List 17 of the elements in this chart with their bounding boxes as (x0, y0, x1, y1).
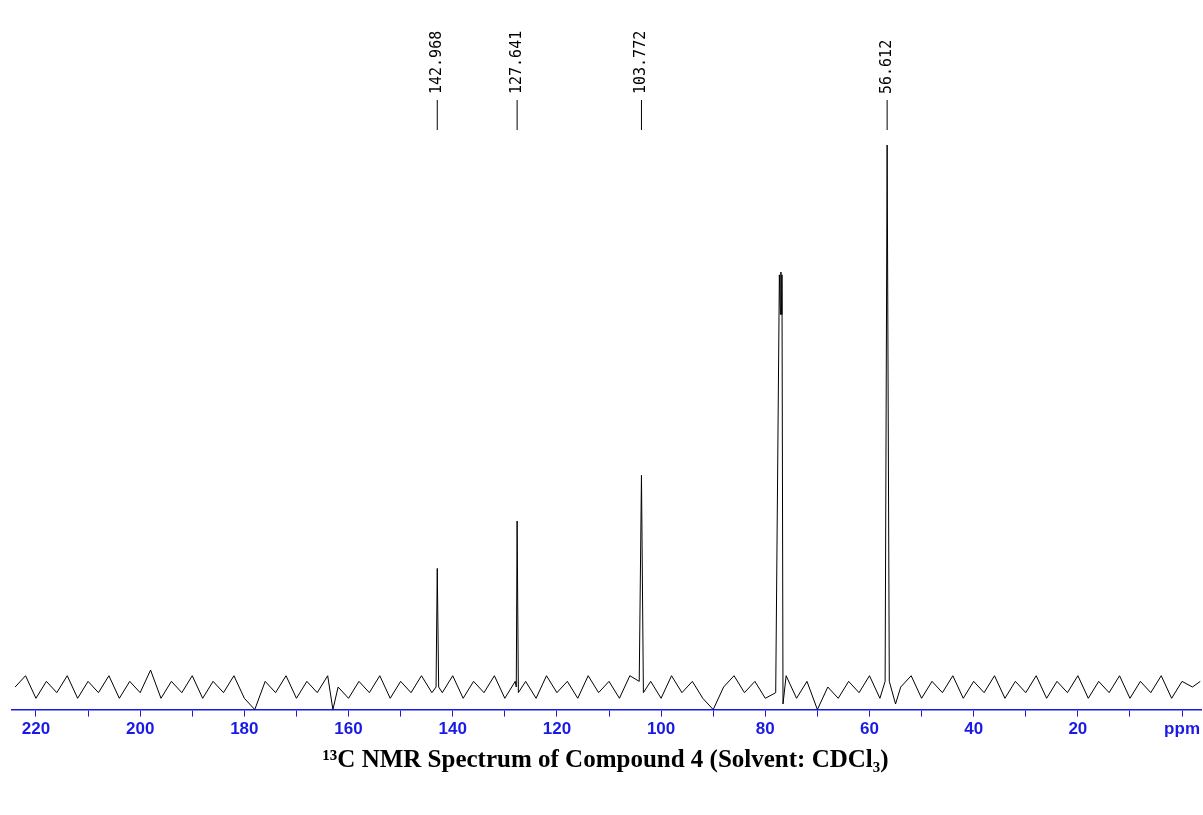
x-tick-label: 100 (646, 719, 676, 739)
x-tick-label: 160 (334, 719, 363, 739)
annotation: 142.968 (427, 30, 446, 94)
x-tick-label: ppm (1164, 719, 1200, 739)
annotation: 127.641 (507, 30, 525, 94)
x-tick-label: 220 (21, 719, 51, 739)
x-tick-label: 40 (964, 719, 984, 739)
x-tick-label: 60 (860, 719, 879, 739)
x-tick-label: 180 (230, 719, 259, 739)
x-tick-label: 20 (1068, 719, 1088, 739)
text: ¹³C NMR Spectrum of Compound 4 (Solvent: CDCl₃) (321, 745, 890, 773)
x-tick-label: 140 (438, 719, 467, 739)
x-tick-label: 80 (755, 719, 775, 739)
annotation: 56.612 (877, 39, 896, 94)
x-tick-label: 120 (542, 719, 572, 739)
x-tick-label: 200 (125, 719, 155, 739)
annotation: 103.772 (631, 30, 650, 94)
